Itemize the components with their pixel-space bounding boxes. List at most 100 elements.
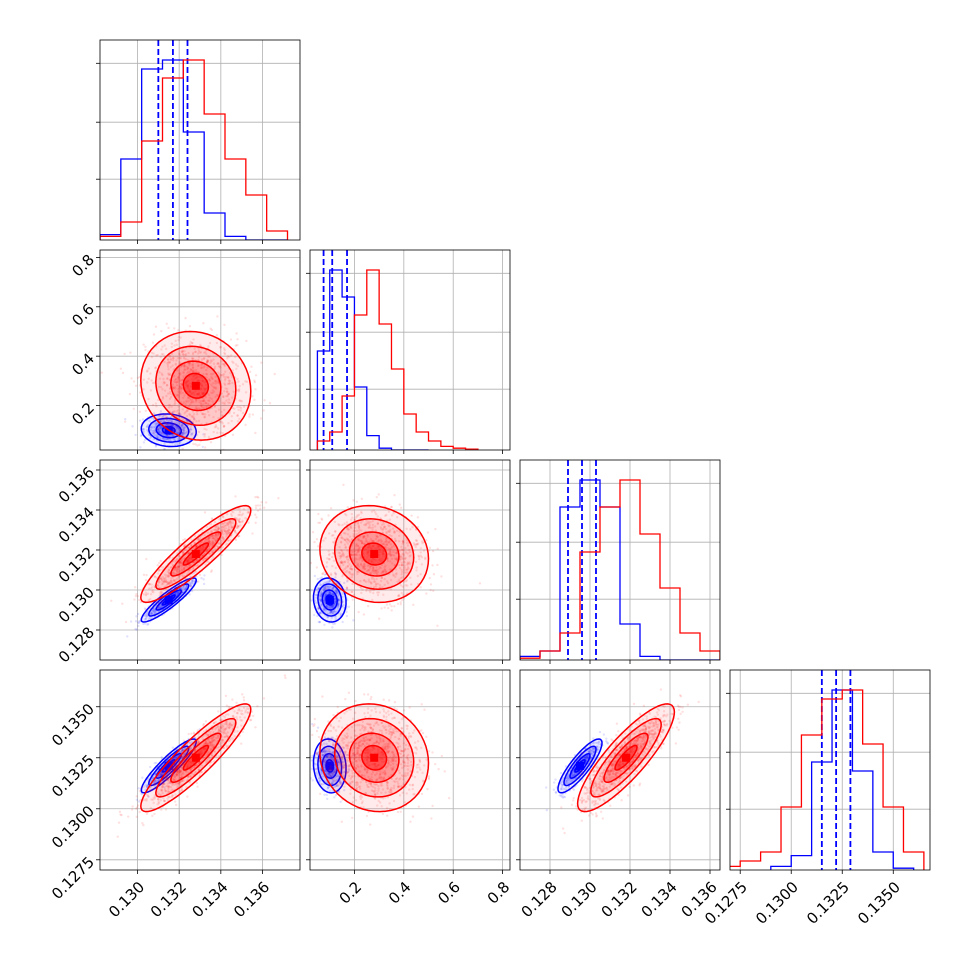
scatter-point <box>205 548 209 552</box>
scatter-point <box>328 612 332 615</box>
scatter-point <box>283 674 287 677</box>
scatter-point <box>197 371 200 374</box>
scatter-point <box>200 384 204 388</box>
scatter-point <box>195 400 198 403</box>
scatter-point <box>164 588 168 591</box>
scatter-point <box>190 581 194 585</box>
scatter-point <box>244 516 247 520</box>
scatter-point <box>333 589 337 593</box>
scatter-point <box>329 507 333 510</box>
scatter-point <box>186 558 190 562</box>
scatter-point <box>164 438 168 441</box>
scatter-point <box>334 617 337 621</box>
scatter-point <box>228 528 232 532</box>
scatter-point <box>186 386 189 389</box>
scatter-point <box>208 535 212 538</box>
scatter-point <box>195 420 198 423</box>
panel-frame <box>309 249 511 451</box>
scatter-point <box>197 379 200 382</box>
scatter-point <box>119 367 123 370</box>
scatter-point <box>211 541 214 545</box>
scatter-point <box>399 506 403 509</box>
scatter-point <box>170 345 174 349</box>
scatter-point <box>158 435 161 439</box>
scatter-point <box>319 584 322 587</box>
scatter-point <box>209 372 213 376</box>
scatter-point <box>138 810 141 814</box>
scatter-point <box>179 437 182 441</box>
scatter-point <box>191 414 194 418</box>
scatter-point <box>186 397 190 400</box>
scatter-point <box>220 360 223 363</box>
scatter-point <box>164 573 167 577</box>
scatter-point <box>142 343 145 346</box>
scatter-point <box>194 545 198 549</box>
scatter-point <box>203 381 206 384</box>
scatter-point <box>192 401 195 404</box>
scatter-point <box>225 375 228 379</box>
scatter-point <box>144 618 147 621</box>
scatter-point <box>237 524 240 528</box>
scatter-point <box>183 432 186 435</box>
scatter-point <box>203 400 206 403</box>
scatter-point <box>322 608 326 611</box>
scatter-point <box>151 341 155 344</box>
scatter-point <box>152 438 155 441</box>
scatter-point <box>150 426 153 429</box>
scatter-point <box>208 399 211 402</box>
scatter-point <box>202 433 205 436</box>
scatter-point <box>209 523 213 526</box>
scatter-point <box>201 392 205 396</box>
scatter-point <box>206 358 209 362</box>
scatter-point <box>189 567 193 571</box>
scatter-point <box>192 572 195 575</box>
scatter-point <box>187 405 191 408</box>
scatter-point <box>334 576 337 579</box>
scatter-point <box>190 401 193 404</box>
scatter-point <box>429 588 432 592</box>
scatter-point <box>227 398 231 401</box>
scatter-point <box>173 327 176 330</box>
scatter-point <box>220 529 223 532</box>
scatter-point <box>183 350 186 353</box>
y-tick-label: 0.128 <box>55 623 98 666</box>
scatter-point <box>189 582 193 585</box>
scatter-point <box>194 376 198 380</box>
scatter-point <box>237 513 240 517</box>
scatter-point <box>223 390 226 393</box>
scatter-point <box>169 392 172 395</box>
scatter-point <box>233 516 237 520</box>
scatter-point <box>216 533 220 536</box>
scatter-point <box>242 508 246 511</box>
scatter-point <box>319 598 322 601</box>
scatter-point <box>231 525 234 529</box>
scatter-point <box>170 420 174 423</box>
scatter-point <box>208 543 212 546</box>
scatter-point <box>324 609 327 612</box>
scatter-point <box>192 413 196 416</box>
scatter-point <box>317 608 320 611</box>
scatter-point <box>182 370 185 374</box>
scatter-point <box>322 607 326 610</box>
scatter-point <box>216 427 220 430</box>
scatter-point <box>169 390 172 394</box>
scatter-point <box>197 347 200 350</box>
scatter-point <box>436 563 439 567</box>
scatter-point <box>217 532 220 535</box>
scatter-point <box>229 354 233 357</box>
scatter-point <box>334 600 337 604</box>
scatter-point <box>325 605 328 608</box>
scatter-point <box>173 410 176 413</box>
scatter-point <box>178 384 181 388</box>
scatter-point <box>330 605 333 609</box>
y-tick-label: 0.132 <box>55 543 98 586</box>
scatter-point <box>188 559 192 562</box>
scatter-point <box>134 594 138 598</box>
scatter-point <box>214 395 217 399</box>
scatter-point <box>190 589 194 593</box>
scatter-point <box>238 417 241 421</box>
scatter-point <box>239 406 243 410</box>
scatter-point <box>235 332 238 335</box>
scatter-point <box>227 531 231 535</box>
scatter-point <box>205 537 208 541</box>
